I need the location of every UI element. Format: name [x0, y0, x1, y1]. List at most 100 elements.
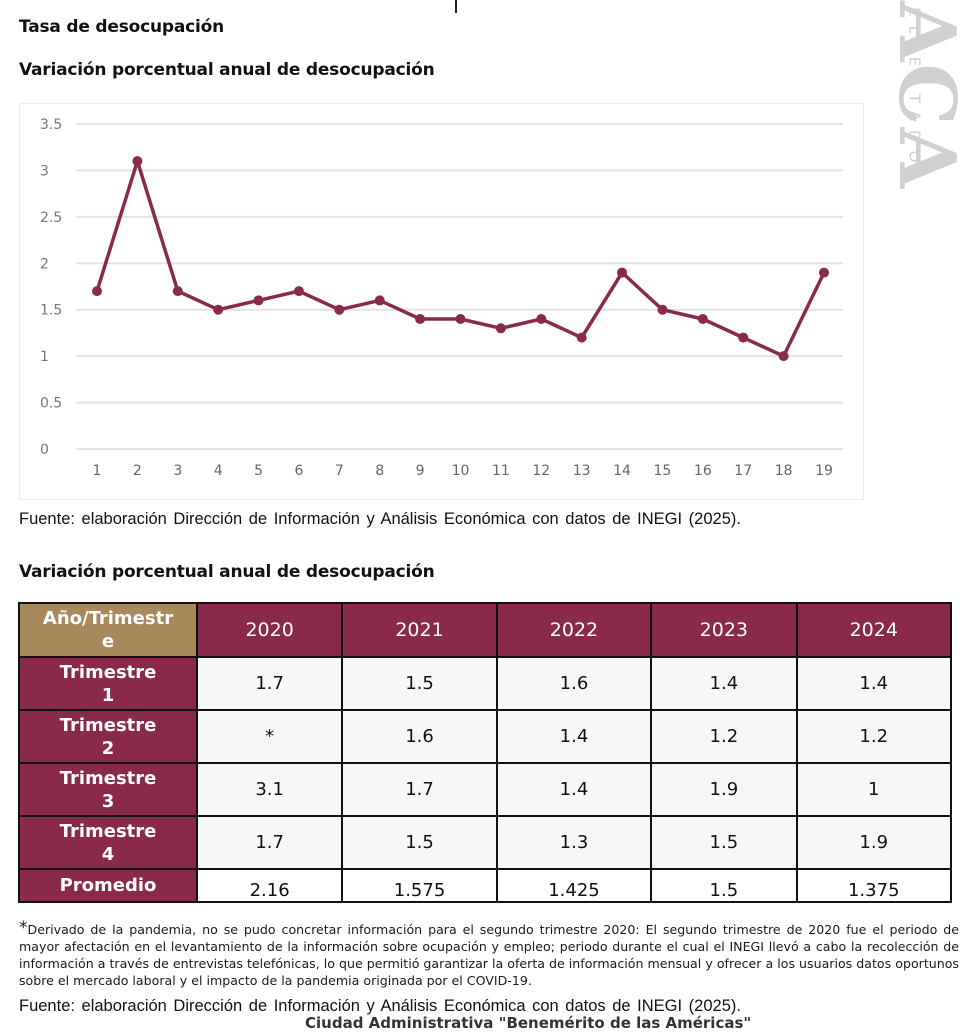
table-cell: 1.9: [650, 762, 798, 817]
x-tick-label: 7: [335, 463, 344, 479]
table-row: Trimestre 3 3.1 1.7 1.4 1.9 1: [18, 762, 952, 817]
x-tick-label: 15: [654, 463, 672, 479]
x-axis-ticks: 1 2 3 4 5 6 7 8 9 10 11 12 13 14 15 16 17 18 19: [93, 463, 833, 479]
row-label: Trimestre 1: [18, 656, 198, 711]
table-cell: 1.4: [495, 709, 653, 764]
table-cell: 3.1: [195, 762, 344, 817]
table-cell: 1.7: [195, 656, 344, 711]
table-cell: 1.5: [341, 656, 498, 711]
table-cell: 1.2: [795, 709, 952, 764]
data-point: [495, 323, 506, 334]
row-label: Promedio: [18, 868, 198, 903]
series-line: [95, 159, 826, 358]
table-cell: 1.3: [495, 815, 653, 870]
data-point: [92, 286, 102, 297]
x-tick-label: 17: [734, 463, 752, 479]
x-tick-label: 6: [294, 463, 303, 479]
data-point: [536, 314, 547, 324]
chart-title: Variación porcentual anual de desocupaci…: [19, 60, 435, 80]
data-point: [334, 304, 345, 315]
table-row: Trimestre 1 1.7 1.5 1.6 1.4 1.4: [18, 656, 952, 711]
table-row: Trimestre 2 * 1.6 1.4 1.2 1.2: [18, 709, 952, 764]
x-tick-label: 18: [775, 463, 793, 479]
data-point: [415, 314, 426, 324]
page-footer: Ciudad Administrativa "Benemérito de las…: [305, 1014, 752, 1032]
data-point: [576, 332, 587, 343]
y-tick-label: 3: [40, 163, 49, 179]
year-header: 2022: [495, 602, 653, 658]
data-point: [778, 351, 789, 362]
x-tick-label: 5: [254, 463, 263, 479]
data-point: [253, 295, 264, 306]
row-label: Trimestre 2: [18, 709, 198, 764]
table-cell: 1.2: [650, 709, 798, 764]
chart-canvas: 00.511.522.533.5 1 2 3 4 5 6 7 8 9 10 11 12 13 14 15 16…: [40, 117, 843, 479]
y-tick-label: 1.5: [40, 303, 62, 319]
watermark-logo: ACA DEL ESTADO: [862, 0, 970, 220]
watermark-small-text: DEL ESTADO: [905, 0, 924, 172]
row-label: Trimestre 3: [18, 762, 198, 817]
table-cell: 1.575: [341, 868, 498, 903]
table-cell: 1.5: [650, 868, 798, 903]
y-tick-label: 2.5: [40, 210, 62, 226]
x-tick-label: 11: [492, 463, 510, 479]
chart-source-note: Fuente: elaboración Dirección de Informa…: [19, 510, 741, 528]
data-point: [374, 295, 385, 306]
y-tick-label: 0: [40, 442, 49, 458]
table-cell: 1.7: [195, 815, 344, 870]
data-point: [819, 267, 829, 278]
x-tick-label: 1: [93, 463, 102, 479]
table-cell: 1.6: [341, 709, 498, 764]
section-title: Tasa de desocupación: [19, 17, 225, 37]
data-point: [657, 304, 668, 315]
table-cell: 1.4: [495, 762, 653, 817]
average-row: Promedio 2.16 1.575 1.425 1.5 1.375: [18, 868, 952, 903]
y-tick-label: 3.5: [40, 117, 62, 133]
year-header: 2021: [341, 602, 498, 658]
x-tick-label: 10: [452, 463, 470, 479]
x-tick-label: 2: [133, 463, 142, 479]
x-tick-label: 8: [375, 463, 384, 479]
table-cell: *: [195, 709, 344, 764]
table-cell: 1.7: [341, 762, 498, 817]
data-point: [293, 286, 304, 297]
y-tick-label: 2: [40, 256, 49, 272]
year-header: 2024: [795, 602, 952, 658]
table-cell: 1.5: [650, 815, 798, 870]
data-point: [738, 332, 749, 343]
table-cell: 2.16: [195, 868, 344, 903]
x-tick-label: 16: [694, 463, 712, 479]
table-title: Variación porcentual anual de desocupaci…: [19, 562, 435, 582]
line-chart: 0 0.5 1 1.5 2 2.5 3 3.5 1 2 3 4 5 6 7 8 9 10 11 12 13 14 15 16…: [19, 103, 864, 500]
year-header: 2020: [195, 602, 344, 658]
table-cell: 1.9: [795, 815, 952, 870]
footnote-text: Derivado de la pandemia, no se pudo conc…: [19, 922, 959, 988]
year-header: 2023: [650, 602, 798, 658]
x-tick-label: 19: [815, 463, 833, 479]
table-cell: 1.4: [650, 656, 798, 711]
data-point: [617, 267, 628, 278]
table-cell: 1.5: [341, 815, 498, 870]
data-point: [697, 314, 708, 324]
x-tick-label: 13: [573, 463, 591, 479]
table-cell: 1.375: [795, 868, 952, 903]
row-label: Trimestre 4: [18, 815, 198, 870]
data-point: [455, 314, 466, 324]
y-axis-ticks: 0 0.5 1 1.5 2 2.5 3 3.5: [40, 117, 62, 458]
table-cell: 1.6: [495, 656, 653, 711]
y-tick-label: 1: [40, 349, 49, 365]
x-tick-label: 3: [173, 463, 182, 479]
watermark-big-text: ACA: [881, 0, 970, 191]
table-header-row: Año/Trimestr e 2020 2021 2022 2023 2024: [18, 602, 952, 658]
table-row: Trimestre 4 1.7 1.5 1.3 1.5 1.9: [18, 815, 952, 870]
corner-header: Año/Trimestr e: [18, 602, 198, 658]
table-cell: 1: [795, 762, 952, 817]
footnote: *Derivado de la pandemia, no se pudo con…: [19, 920, 959, 989]
y-tick-label: 0.5: [40, 396, 62, 412]
x-tick-label: 12: [532, 463, 550, 479]
data-point: [172, 286, 183, 297]
x-tick-label: 9: [416, 463, 425, 479]
x-tick-label: 14: [613, 463, 631, 479]
x-tick-label: 4: [214, 463, 223, 479]
footnote-marker: *: [19, 918, 28, 938]
